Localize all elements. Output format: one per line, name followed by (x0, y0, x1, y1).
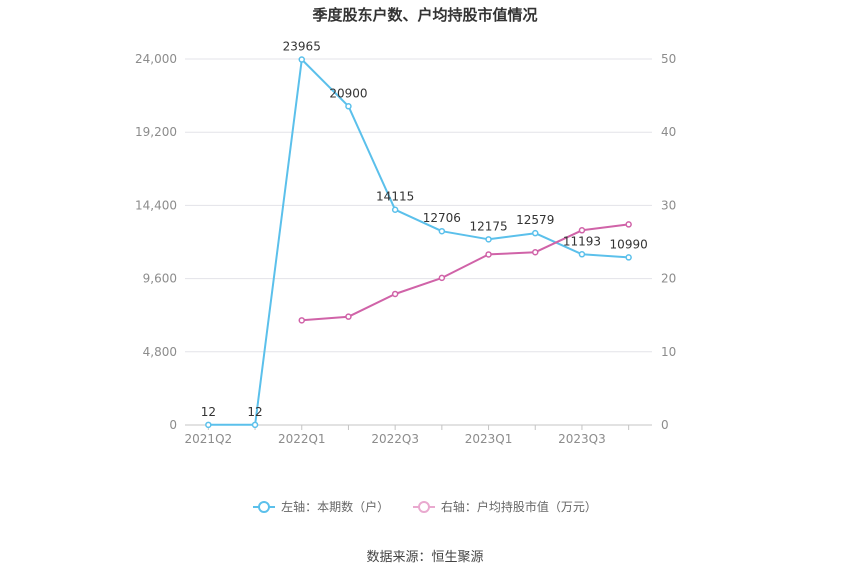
series (205, 56, 632, 429)
data-point-holders (298, 56, 305, 63)
data-label: 12 (247, 405, 262, 419)
right-tick-label: 30 (661, 198, 676, 212)
data-point-holders (345, 103, 352, 110)
right-tick-label: 20 (661, 272, 676, 286)
series-line-holders (208, 58, 629, 426)
left-tick-label: 4,800 (143, 345, 177, 359)
chart-title: 季度股东户数、户均持股市值情况 (312, 6, 538, 24)
data-label: 12706 (423, 211, 461, 225)
data-label: 12579 (516, 213, 554, 227)
data-point-avg-value (625, 221, 632, 228)
data-label: 11193 (563, 234, 601, 248)
x-tick-label: 2023Q1 (465, 432, 513, 446)
data-point-holders (438, 227, 446, 235)
x-tick-label: 2023Q3 (558, 432, 606, 446)
grid-lines (185, 58, 652, 353)
right-tick-label: 10 (661, 345, 676, 359)
series-line-avg-value (301, 223, 629, 322)
data-point-avg-value (298, 317, 305, 324)
left-tick-label: 24,000 (135, 52, 177, 66)
right-tick-label: 50 (661, 52, 676, 66)
data-point-holders (205, 421, 212, 429)
legend-swatch-left (253, 500, 276, 513)
data-point-holders (532, 229, 539, 237)
data-label: 12 (201, 405, 216, 419)
left-tick-label: 9,600 (143, 272, 177, 286)
legend-label-right: 右轴：户均持股市值（万元） (440, 500, 597, 514)
axes: 0 0 4,800 10 9,600 20 14,400 30 19,200 40 24,000 50… (135, 52, 676, 446)
right-tick-label: 40 (661, 125, 676, 139)
legend-item-right-series[interactable]: 右轴：户均持股市值（万元） (412, 498, 597, 515)
x-tick-label: 2022Q1 (278, 432, 326, 446)
legend-swatch-right (412, 500, 435, 513)
data-point-avg-value (391, 290, 399, 298)
data-point-avg-value (345, 313, 352, 320)
data-point-avg-value (485, 251, 492, 258)
left-tick-label: 14,400 (135, 198, 177, 212)
data-label: 23965 (283, 40, 321, 54)
x-tick-label: 2022Q3 (371, 432, 419, 446)
data-label: 20900 (329, 86, 367, 100)
source-note: 数据来源：恒生聚源 (366, 550, 484, 565)
data-label: 14115 (376, 190, 414, 204)
data-point-avg-value (438, 274, 446, 282)
left-tick-label: 0 (169, 418, 177, 432)
left-tick-label: 19,200 (135, 125, 177, 139)
x-tick-label: 2021Q2 (185, 432, 233, 446)
data-label: 10990 (610, 237, 648, 251)
data-point-avg-value (532, 248, 539, 256)
data-labels: 12 12 23965 20900 14115 12706 12175 12579 11193 1… (201, 40, 648, 419)
data-point-holders (251, 421, 259, 429)
data-point-holders (485, 236, 492, 243)
data-point-holders (578, 251, 586, 258)
legend: 左轴：本期数（户） 右轴：户均持股市值（万元） (0, 498, 850, 516)
legend-label-left: 左轴：本期数（户） (281, 500, 390, 514)
data-point-holders (391, 206, 399, 213)
data-label: 12175 (469, 219, 507, 233)
data-point-avg-value (578, 227, 586, 234)
right-tick-label: 0 (661, 418, 669, 432)
legend-item-left-series[interactable]: 左轴：本期数（户） (253, 498, 389, 515)
data-point-holders (625, 254, 632, 261)
